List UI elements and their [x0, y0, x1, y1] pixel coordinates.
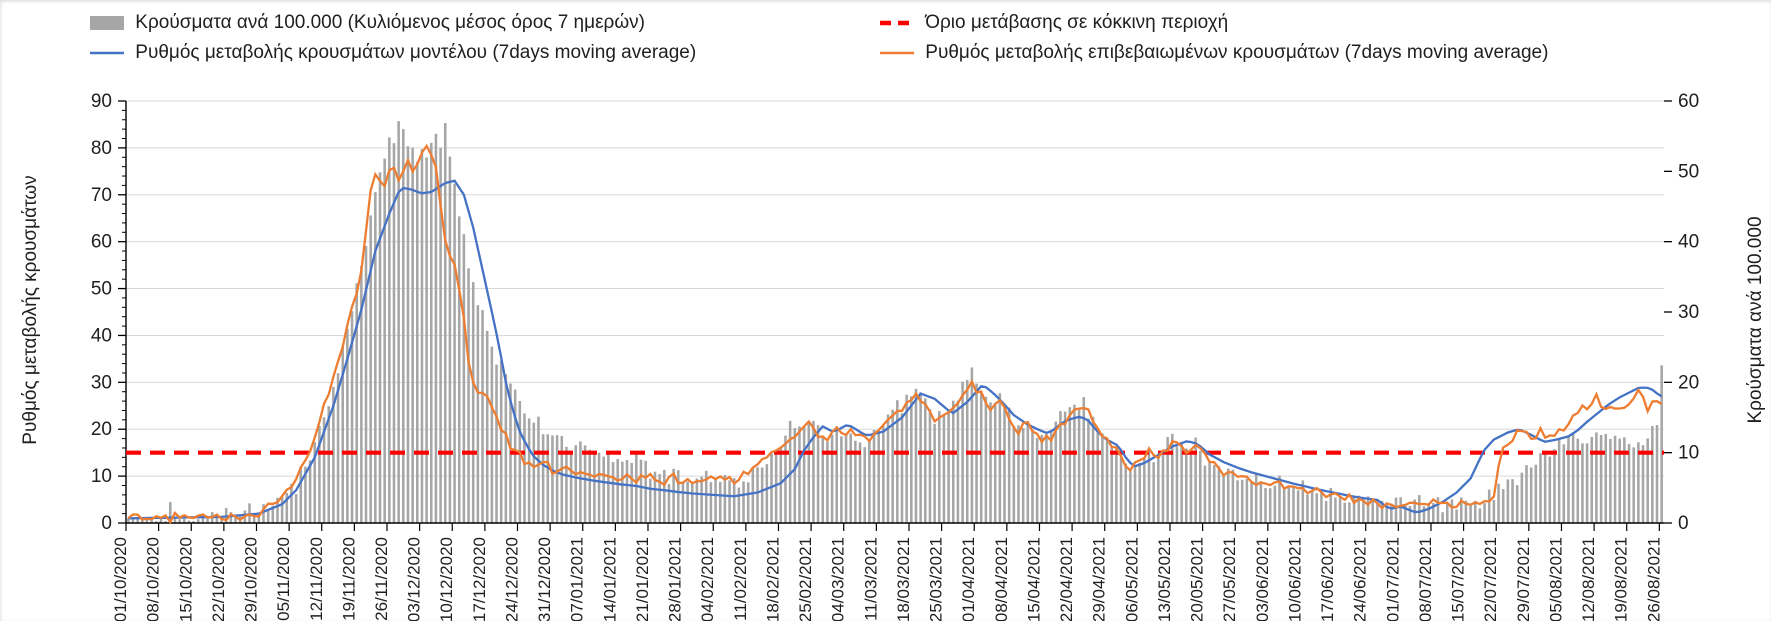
svg-text:40: 40 [91, 325, 112, 346]
svg-text:05/11/2020: 05/11/2020 [274, 537, 293, 621]
svg-text:03/06/2021: 03/06/2021 [1253, 537, 1272, 621]
svg-text:26/11/2020: 26/11/2020 [372, 537, 391, 621]
svg-text:50: 50 [91, 279, 112, 300]
svg-text:01/04/2021: 01/04/2021 [959, 537, 978, 621]
svg-text:20/05/2021: 20/05/2021 [1188, 537, 1207, 621]
svg-text:29/07/2021: 29/07/2021 [1514, 537, 1533, 621]
svg-text:13/05/2021: 13/05/2021 [1155, 537, 1174, 621]
svg-text:17/12/2020: 17/12/2020 [470, 537, 489, 621]
svg-text:05/08/2021: 05/08/2021 [1546, 537, 1565, 621]
svg-text:20: 20 [91, 419, 112, 440]
svg-text:14/01/2021: 14/01/2021 [600, 537, 619, 621]
svg-text:04/02/2021: 04/02/2021 [698, 537, 717, 621]
svg-text:26/08/2021: 26/08/2021 [1644, 537, 1663, 621]
svg-text:0: 0 [101, 513, 112, 534]
svg-text:12/11/2020: 12/11/2020 [307, 537, 326, 621]
svg-text:06/05/2021: 06/05/2021 [1122, 537, 1141, 621]
svg-text:60: 60 [1678, 91, 1699, 112]
svg-text:70: 70 [91, 185, 112, 206]
svg-text:31/12/2020: 31/12/2020 [535, 537, 554, 621]
svg-text:17/06/2021: 17/06/2021 [1318, 537, 1337, 621]
svg-text:11/03/2021: 11/03/2021 [861, 537, 880, 621]
svg-text:80: 80 [91, 138, 112, 159]
svg-text:24/06/2021: 24/06/2021 [1351, 537, 1370, 621]
svg-text:25/02/2021: 25/02/2021 [796, 537, 815, 621]
svg-text:18/03/2021: 18/03/2021 [894, 537, 913, 621]
svg-text:08/04/2021: 08/04/2021 [992, 537, 1011, 621]
svg-text:90: 90 [91, 91, 112, 112]
svg-text:29/10/2020: 29/10/2020 [242, 537, 261, 621]
svg-text:15/04/2021: 15/04/2021 [1024, 537, 1043, 621]
svg-text:29/04/2021: 29/04/2021 [1090, 537, 1109, 621]
svg-text:24/12/2020: 24/12/2020 [502, 537, 521, 621]
svg-text:10: 10 [1678, 443, 1699, 464]
svg-text:22/10/2020: 22/10/2020 [209, 537, 228, 621]
svg-text:15/07/2021: 15/07/2021 [1449, 537, 1468, 621]
svg-text:15/10/2020: 15/10/2020 [176, 537, 195, 621]
svg-text:18/02/2021: 18/02/2021 [763, 537, 782, 621]
svg-text:01/10/2020: 01/10/2020 [111, 537, 130, 621]
svg-text:30: 30 [1678, 302, 1699, 323]
svg-text:60: 60 [91, 232, 112, 253]
svg-text:08/10/2020: 08/10/2020 [144, 537, 163, 621]
svg-text:11/02/2021: 11/02/2021 [731, 537, 750, 621]
svg-text:10/12/2020: 10/12/2020 [437, 537, 456, 621]
svg-text:28/01/2021: 28/01/2021 [666, 537, 685, 621]
svg-text:03/12/2020: 03/12/2020 [405, 537, 424, 621]
svg-text:50: 50 [1678, 161, 1699, 182]
svg-text:0: 0 [1678, 513, 1689, 534]
svg-text:21/01/2021: 21/01/2021 [633, 537, 652, 621]
svg-text:25/03/2021: 25/03/2021 [927, 537, 946, 621]
svg-text:22/04/2021: 22/04/2021 [1057, 537, 1076, 621]
svg-text:19/08/2021: 19/08/2021 [1612, 537, 1631, 621]
svg-text:10: 10 [91, 466, 112, 487]
svg-text:27/05/2021: 27/05/2021 [1220, 537, 1239, 621]
svg-text:40: 40 [1678, 232, 1699, 253]
svg-text:08/07/2021: 08/07/2021 [1416, 537, 1435, 621]
svg-text:20: 20 [1678, 372, 1699, 393]
svg-text:22/07/2021: 22/07/2021 [1481, 537, 1500, 621]
svg-text:10/06/2021: 10/06/2021 [1285, 537, 1304, 621]
svg-text:07/01/2021: 07/01/2021 [568, 537, 587, 621]
svg-text:30: 30 [91, 372, 112, 393]
svg-text:19/11/2020: 19/11/2020 [339, 537, 358, 621]
svg-text:01/07/2021: 01/07/2021 [1383, 537, 1402, 621]
svg-text:04/03/2021: 04/03/2021 [829, 537, 848, 621]
svg-text:12/08/2021: 12/08/2021 [1579, 537, 1598, 621]
